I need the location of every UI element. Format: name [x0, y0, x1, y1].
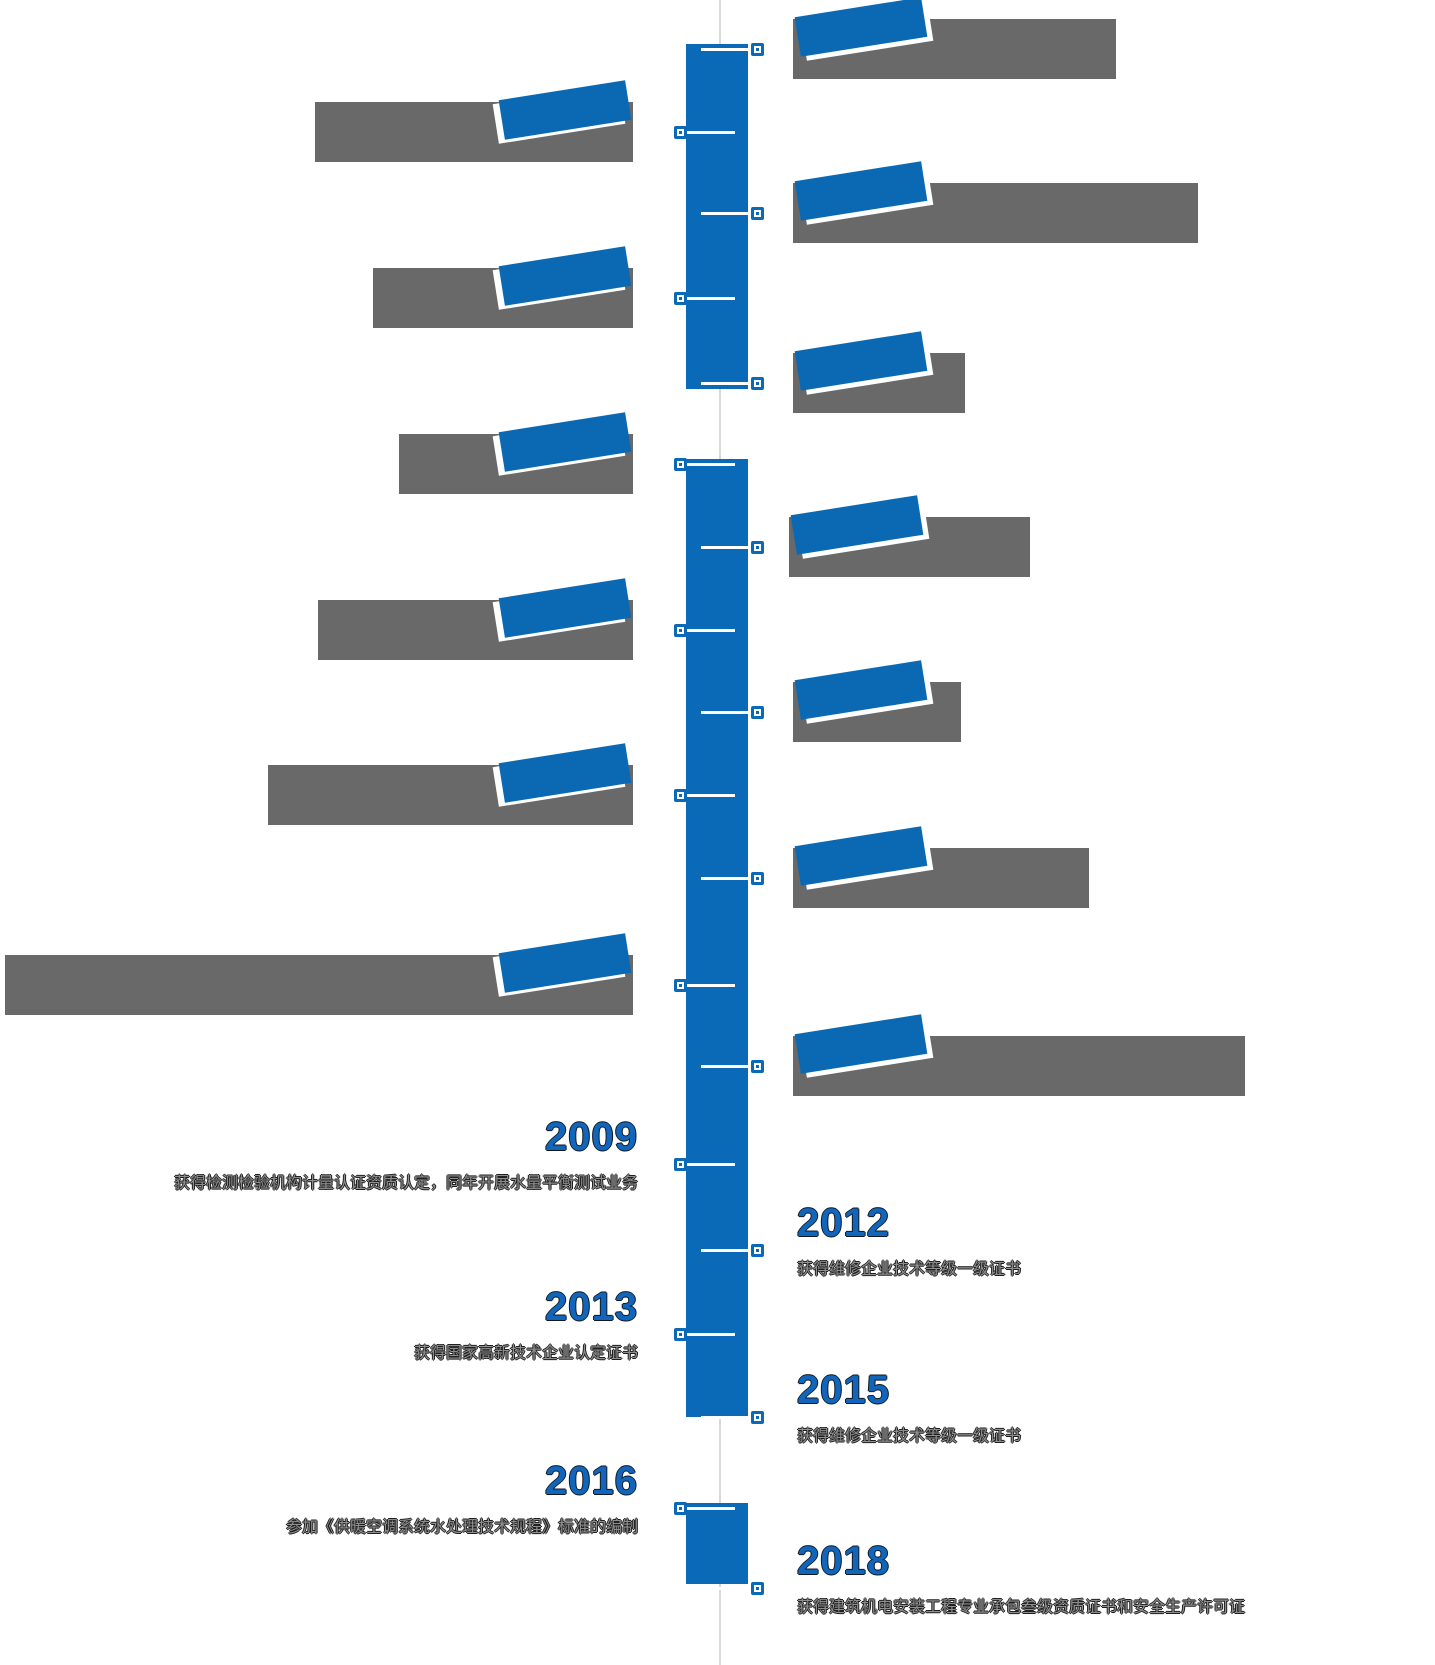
square-node-icon	[751, 1411, 764, 1424]
square-node-icon	[674, 126, 687, 139]
timeline-tick	[701, 1416, 749, 1419]
entry-description: 获得维修企业技术等级一级证书	[797, 1428, 1022, 1445]
timeline-tick	[687, 1333, 735, 1336]
entry-year: 2012	[797, 1201, 890, 1245]
entry-description: 参加《供暖空调系统水处理技术规程》标准的编制	[285, 1519, 638, 1536]
timeline-tick	[687, 1507, 735, 1510]
square-node-icon	[674, 1158, 687, 1171]
timeline-bar-segment	[686, 459, 748, 1417]
timeline-tick	[701, 877, 749, 880]
square-node-icon	[751, 377, 764, 390]
square-node-icon	[751, 43, 764, 56]
timeline-tick	[687, 629, 735, 632]
timeline-tick	[701, 382, 749, 385]
timeline-tick	[687, 297, 735, 300]
entry-description: 获得国家高新技术企业认定证书	[413, 1345, 638, 1362]
square-node-icon	[751, 541, 764, 554]
entry-description: 获得建筑机电安装工程专业承包叁级资质证书和安全生产许可证	[797, 1599, 1246, 1616]
entry-year: 2015	[797, 1368, 890, 1412]
timeline-tick	[687, 794, 735, 797]
timeline-tick	[701, 48, 749, 51]
square-node-icon	[751, 872, 764, 885]
square-node-icon	[674, 979, 687, 992]
timeline-bar-segment	[686, 44, 748, 389]
square-node-icon	[674, 789, 687, 802]
square-node-icon	[674, 1328, 687, 1341]
timeline-tick	[687, 1163, 735, 1166]
square-node-icon	[751, 1582, 764, 1595]
timeline-tick	[701, 212, 749, 215]
square-node-icon	[751, 706, 764, 719]
timeline-tick	[687, 984, 735, 987]
timeline-bar-segment	[686, 1503, 748, 1584]
entry-year: 2013	[545, 1285, 638, 1329]
timeline-tick	[687, 131, 735, 134]
square-node-icon	[751, 1060, 764, 1073]
square-node-icon	[751, 1244, 764, 1257]
timeline-tick	[701, 1587, 749, 1590]
timeline-tick	[701, 1249, 749, 1252]
entry-year: 2018	[797, 1539, 890, 1583]
square-node-icon	[674, 624, 687, 637]
square-node-icon	[674, 292, 687, 305]
entry-description: 获得维修企业技术等级一级证书	[797, 1261, 1022, 1278]
timeline-tick	[701, 711, 749, 714]
timeline-tick	[701, 1065, 749, 1068]
entry-year: 2009	[545, 1115, 638, 1159]
entry-description: 获得检测检验机构计量认证资质认定，同年开展水量平衡测试业务	[173, 1175, 638, 1192]
square-node-icon	[751, 207, 764, 220]
square-node-icon	[674, 1502, 687, 1515]
square-node-icon	[674, 458, 687, 471]
timeline-tick	[701, 546, 749, 549]
entry-year: 2016	[545, 1459, 638, 1503]
timeline-tick	[687, 463, 735, 466]
